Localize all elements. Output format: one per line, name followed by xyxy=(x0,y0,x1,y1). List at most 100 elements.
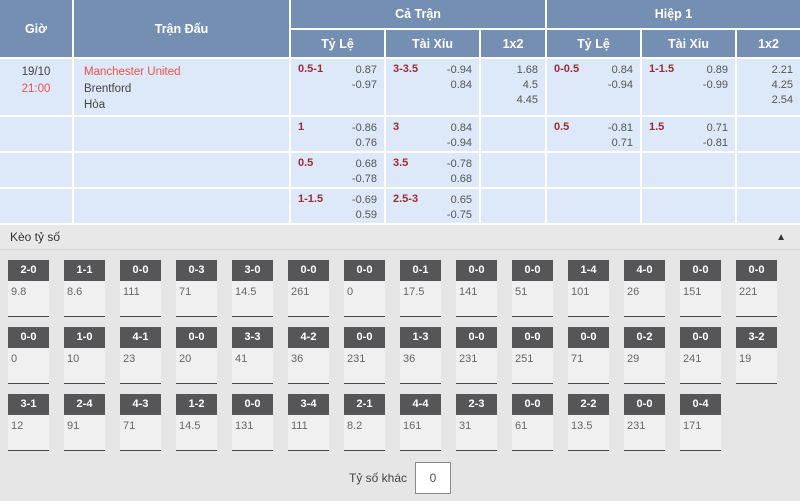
ft-handicap-cell[interactable]: 1-1.5 -0.69 0.59 xyxy=(291,189,384,223)
score-badge[interactable]: 0-0 xyxy=(344,327,385,348)
score-badge[interactable]: 1-0 xyxy=(64,327,105,348)
odds-value[interactable]: 0.71 xyxy=(611,136,633,149)
score-cell[interactable]: 4-4 161 xyxy=(400,394,441,451)
collapse-icon[interactable]: ▲ xyxy=(776,231,786,243)
score-cell[interactable]: 0-0 251 xyxy=(512,327,553,384)
score-cell[interactable]: 0-0 51 xyxy=(512,260,553,317)
score-badge[interactable]: 1-2 xyxy=(176,394,217,415)
score-badge[interactable]: 2-1 xyxy=(344,394,385,415)
score-cell[interactable]: 4-0 26 xyxy=(624,260,665,317)
score-badge[interactable]: 0-0 xyxy=(176,327,217,348)
score-cell[interactable]: 3-3 41 xyxy=(232,327,273,384)
odds-value[interactable]: -0.75 xyxy=(446,208,472,221)
ft-overunder-cell[interactable]: 3 0.84 -0.94 xyxy=(386,117,479,151)
score-cell[interactable]: 3-0 14.5 xyxy=(232,260,273,317)
odds-value[interactable]: -0.78 xyxy=(351,172,377,185)
score-cell[interactable]: 3-1 12 xyxy=(8,394,49,451)
score-badge[interactable]: 4-4 xyxy=(400,394,441,415)
score-badge[interactable]: 1-4 xyxy=(568,260,609,281)
ft-overunder-cell[interactable]: 3-3.5 -0.94 0.84 xyxy=(386,59,479,115)
odds-value[interactable]: -0.99 xyxy=(702,78,728,91)
other-score-input[interactable]: 0 xyxy=(415,462,452,494)
score-cell[interactable]: 4-3 71 xyxy=(120,394,161,451)
score-badge[interactable]: 0-0 xyxy=(568,327,609,348)
score-badge[interactable]: 4-3 xyxy=(120,394,161,415)
correct-score-header[interactable]: Kèo tỷ số ▲ xyxy=(0,225,800,250)
score-badge[interactable]: 2-2 xyxy=(568,394,609,415)
score-badge[interactable]: 0-0 xyxy=(120,260,161,281)
score-badge[interactable]: 0-0 xyxy=(456,327,497,348)
odds-value[interactable]: 1.68 xyxy=(516,64,538,76)
score-cell[interactable]: 0-0 231 xyxy=(344,327,385,384)
score-badge[interactable]: 2-4 xyxy=(64,394,105,415)
score-badge[interactable]: 3-2 xyxy=(736,327,777,348)
odds-value[interactable]: 0.68 xyxy=(450,172,472,185)
score-cell[interactable]: 0-0 0 xyxy=(8,327,49,384)
score-cell[interactable]: 0-0 141 xyxy=(456,260,497,317)
odds-value[interactable]: 4.25 xyxy=(771,78,793,91)
odds-value[interactable]: 0.87 xyxy=(355,64,377,76)
odds-value[interactable]: 0.89 xyxy=(706,64,728,76)
score-badge[interactable]: 0-4 xyxy=(680,394,721,415)
odds-value[interactable]: 0.65 xyxy=(450,194,472,206)
score-badge[interactable]: 0-3 xyxy=(176,260,217,281)
score-badge[interactable]: 0-0 xyxy=(736,260,777,281)
score-badge[interactable]: 0-0 xyxy=(512,327,553,348)
score-cell[interactable]: 0-0 20 xyxy=(176,327,217,384)
odds-value[interactable]: 4.45 xyxy=(516,93,538,106)
odds-value[interactable]: -0.94 xyxy=(446,64,472,76)
ft-handicap-cell[interactable]: 0.5 0.68 -0.78 xyxy=(291,153,384,187)
score-badge[interactable]: 3-1 xyxy=(8,394,49,415)
h1-1x2-cell[interactable]: 2.21 4.25 2.54 xyxy=(737,59,800,115)
score-badge[interactable]: 0-0 xyxy=(512,394,553,415)
score-cell[interactable]: 0-0 111 xyxy=(120,260,161,317)
odds-value[interactable]: 0.59 xyxy=(355,208,377,221)
score-cell[interactable]: 1-2 14.5 xyxy=(176,394,217,451)
score-badge[interactable]: 0-0 xyxy=(288,260,329,281)
score-cell[interactable]: 0-0 231 xyxy=(456,327,497,384)
score-cell[interactable]: 1-3 36 xyxy=(400,327,441,384)
score-cell[interactable]: 3-2 19 xyxy=(736,327,777,384)
score-cell[interactable]: 0-0 151 xyxy=(680,260,721,317)
score-badge[interactable]: 3-0 xyxy=(232,260,273,281)
score-badge[interactable]: 3-4 xyxy=(288,394,329,415)
score-badge[interactable]: 1-1 xyxy=(64,260,105,281)
score-cell[interactable]: 0-0 221 xyxy=(736,260,777,317)
ft-overunder-cell[interactable]: 3.5 -0.78 0.68 xyxy=(386,153,479,187)
score-cell[interactable]: 1-4 101 xyxy=(568,260,609,317)
score-badge[interactable]: 2-0 xyxy=(8,260,49,281)
score-badge[interactable]: 0-0 xyxy=(512,260,553,281)
odds-value[interactable]: -0.81 xyxy=(607,122,633,134)
score-cell[interactable]: 0-1 17.5 xyxy=(400,260,441,317)
h1-overunder-cell[interactable]: 1.5 0.71 -0.81 xyxy=(642,117,735,151)
odds-value[interactable]: -0.94 xyxy=(607,78,633,91)
score-cell[interactable]: 0-3 71 xyxy=(176,260,217,317)
score-cell[interactable]: 1-1 8.6 xyxy=(64,260,105,317)
score-badge[interactable]: 3-3 xyxy=(232,327,273,348)
score-cell[interactable]: 0-2 29 xyxy=(624,327,665,384)
score-badge[interactable]: 0-0 xyxy=(8,327,49,348)
score-cell[interactable]: 0-4 171 xyxy=(680,394,721,451)
h1-handicap-cell[interactable]: 0-0.5 0.84 -0.94 xyxy=(547,59,640,115)
odds-value[interactable]: -0.94 xyxy=(446,136,472,149)
odds-value[interactable]: 2.54 xyxy=(771,93,793,106)
score-badge[interactable]: 0-2 xyxy=(624,327,665,348)
odds-value[interactable]: -0.69 xyxy=(351,194,377,206)
score-cell[interactable]: 4-2 36 xyxy=(288,327,329,384)
score-badge[interactable]: 0-0 xyxy=(344,260,385,281)
score-badge[interactable]: 0-0 xyxy=(232,394,273,415)
ft-overunder-cell[interactable]: 2.5-3 0.65 -0.75 xyxy=(386,189,479,223)
odds-value[interactable]: 0.84 xyxy=(450,78,472,91)
score-cell[interactable]: 0-0 0 xyxy=(344,260,385,317)
score-badge[interactable]: 0-0 xyxy=(456,260,497,281)
score-cell[interactable]: 2-1 8.2 xyxy=(344,394,385,451)
score-badge[interactable]: 4-1 xyxy=(120,327,161,348)
score-cell[interactable]: 0-0 71 xyxy=(568,327,609,384)
score-cell[interactable]: 3-4 111 xyxy=(288,394,329,451)
score-cell[interactable]: 2-2 13.5 xyxy=(568,394,609,451)
score-cell[interactable]: 0-0 261 xyxy=(288,260,329,317)
h1-overunder-cell[interactable]: 1-1.5 0.89 -0.99 xyxy=(642,59,735,115)
odds-value[interactable]: 4.5 xyxy=(522,78,538,91)
score-cell[interactable]: 2-3 31 xyxy=(456,394,497,451)
score-badge[interactable]: 1-3 xyxy=(400,327,441,348)
